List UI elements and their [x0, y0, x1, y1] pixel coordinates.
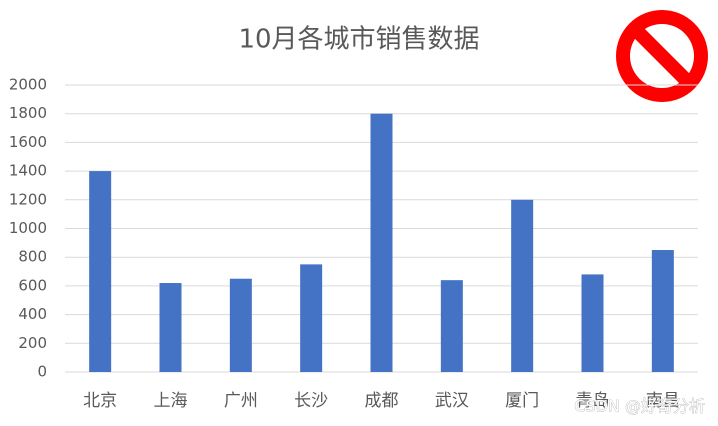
y-tick-label: 400: [18, 305, 47, 323]
x-tick-label: 武汉: [435, 391, 469, 411]
y-tick-label: 0: [37, 363, 47, 381]
y-tick-label: 1800: [9, 104, 47, 122]
x-tick-label: 青岛: [576, 391, 610, 411]
watermark: CSDN @好奇分析: [574, 397, 705, 416]
no-sign-icon: [616, 10, 708, 102]
bar: [370, 113, 393, 372]
x-tick-label: 上海: [154, 391, 188, 411]
y-tick-label: 1400: [9, 162, 47, 180]
bar: [159, 283, 182, 372]
bar: [229, 278, 252, 372]
bar: [581, 274, 604, 372]
y-tick-label: 200: [18, 334, 47, 352]
bar: [89, 171, 112, 372]
bar: [651, 250, 674, 372]
y-tick-label: 800: [18, 248, 47, 266]
bar: [511, 199, 534, 372]
x-tick-label: 北京: [83, 391, 117, 411]
y-tick-label: 1200: [9, 190, 47, 208]
x-tick-label: 广州: [224, 391, 258, 411]
chart-title: 10月各城市销售数据: [238, 25, 479, 55]
x-tick-label: 成都: [365, 391, 399, 411]
bar: [440, 280, 463, 372]
x-tick-label: 厦门: [505, 391, 539, 411]
x-tick-label: 南昌: [646, 391, 680, 411]
y-tick-label: 600: [18, 276, 47, 294]
y-tick-label: 2000: [9, 76, 47, 94]
x-tick-label: 长沙: [294, 391, 328, 411]
y-tick-label: 1000: [9, 219, 47, 237]
y-tick-label: 1600: [9, 133, 47, 151]
bar: [300, 264, 323, 372]
